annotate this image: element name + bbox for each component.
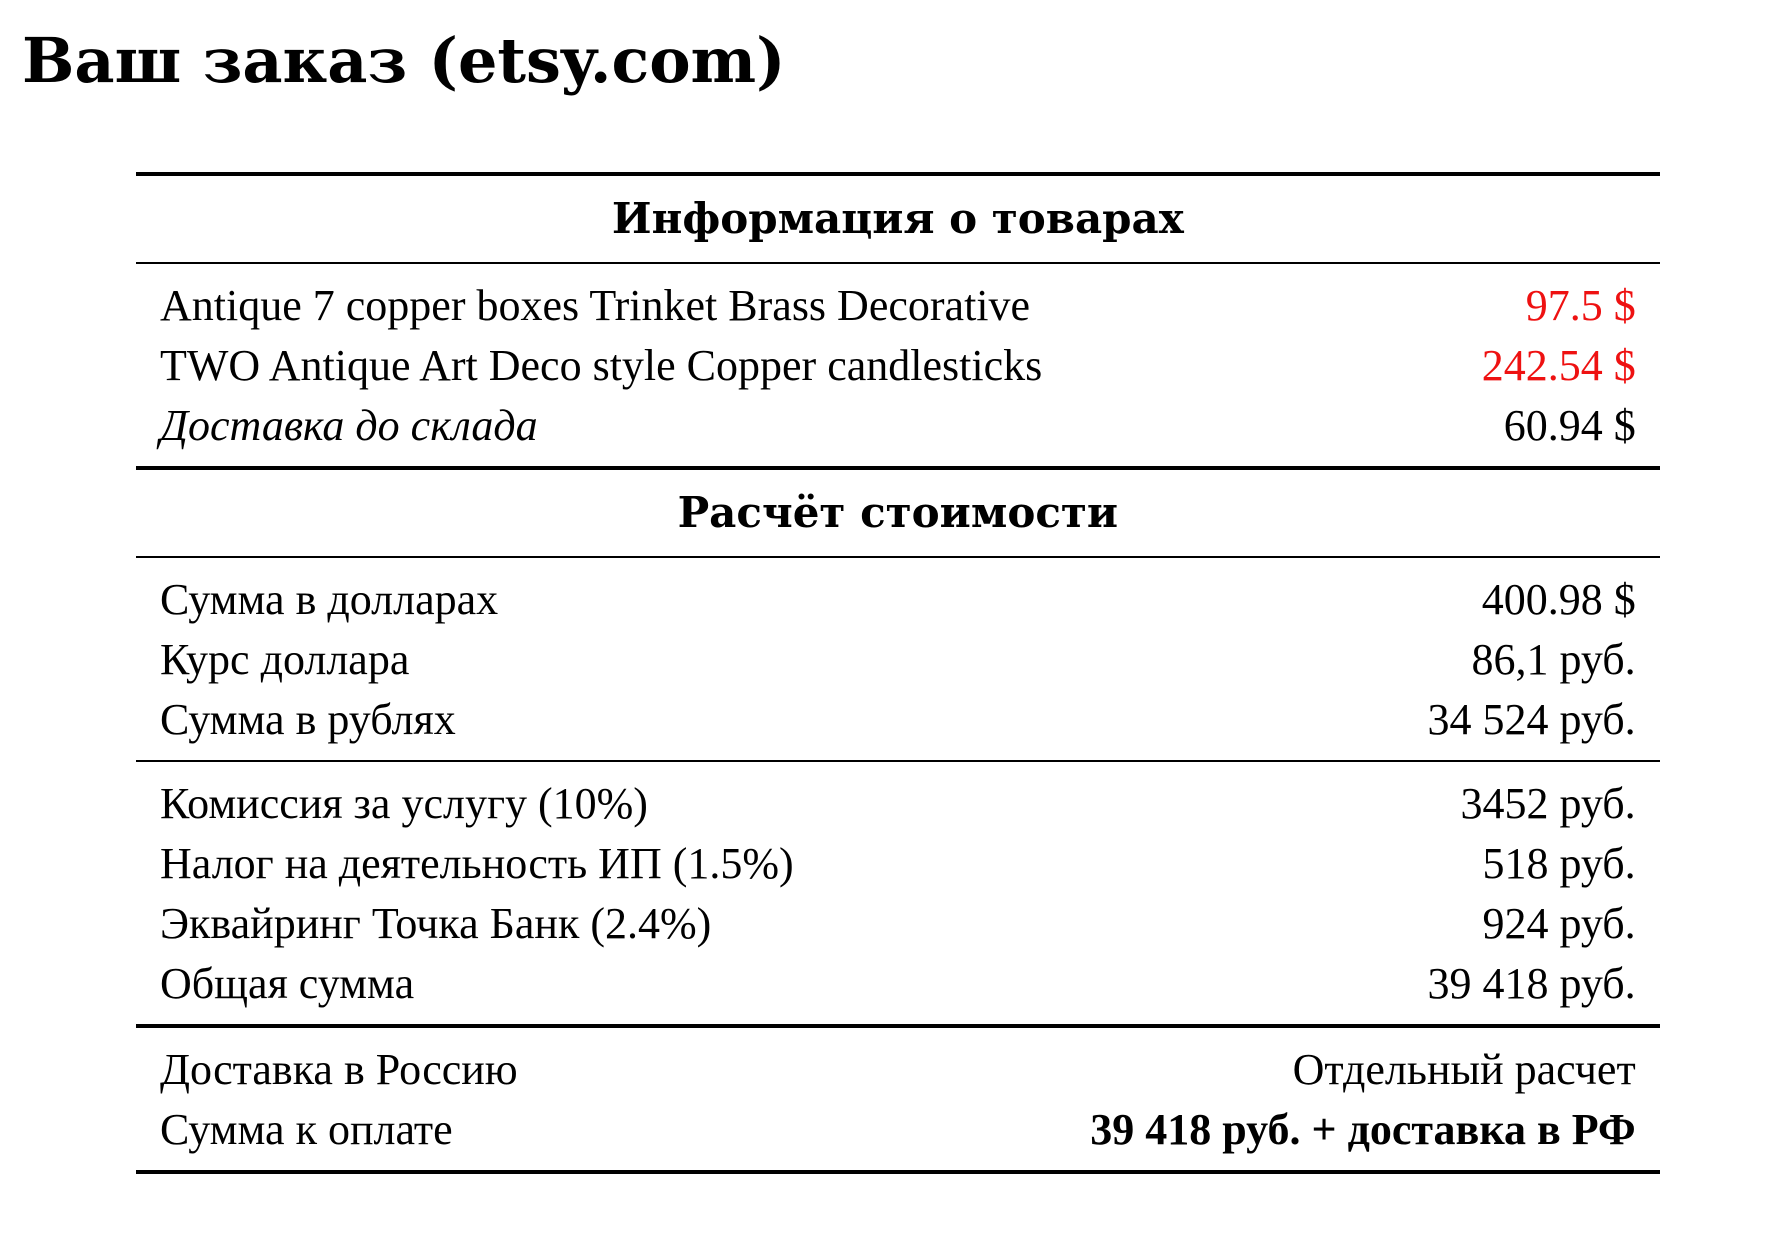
fee-row: Общая сумма 39 418 руб. <box>136 954 1660 1026</box>
usd-total-label: Сумма в долларах <box>160 575 499 624</box>
goods-item-price: 242.54 $ <box>1481 341 1636 390</box>
goods-section-heading: Информация о товарах <box>611 194 1184 243</box>
page-title: Ваш заказ (etsy.com) <box>22 24 786 97</box>
final-row: Сумма к оплате 39 418 руб. + доставка в … <box>136 1100 1660 1172</box>
cost-section-header-row: Расчёт стоимости <box>136 468 1660 557</box>
subtotal-value: 39 418 руб. <box>1427 959 1636 1008</box>
acquiring-label: Эквайринг Точка Банк (2.4%) <box>160 899 712 948</box>
rub-total-value: 34 524 руб. <box>1427 695 1636 744</box>
goods-item-name: Antique 7 copper boxes Trinket Brass Dec… <box>160 281 1031 330</box>
service-fee-label: Комиссия за услугу (10%) <box>160 779 648 828</box>
usd-total-value: 400.98 $ <box>1481 575 1636 624</box>
warehouse-shipping-label: Доставка до склада <box>160 401 538 450</box>
warehouse-shipping-value: 60.94 $ <box>1503 401 1636 450</box>
warehouse-shipping-row: Доставка до склада 60.94 $ <box>136 396 1660 468</box>
rub-total-label: Сумма в рублях <box>160 695 456 744</box>
acquiring-value: 924 руб. <box>1482 899 1636 948</box>
goods-item-name: TWO Antique Art Deco style Copper candle… <box>160 341 1043 390</box>
tax-label: Налог на деятельность ИП (1.5%) <box>160 839 794 888</box>
goods-item-row: Antique 7 copper boxes Trinket Brass Dec… <box>136 263 1660 336</box>
service-fee-value: 3452 руб. <box>1460 779 1636 828</box>
amount-due-value: 39 418 руб. + доставка в РФ <box>1090 1105 1636 1154</box>
amount-due-label: Сумма к оплате <box>160 1105 453 1154</box>
tax-value: 518 руб. <box>1482 839 1636 888</box>
order-summary-table: Информация о товарах Antique 7 copper bo… <box>136 172 1660 1174</box>
cost-section-heading: Расчёт стоимости <box>677 488 1119 537</box>
fee-row: Эквайринг Точка Банк (2.4%) 924 руб. <box>136 894 1660 954</box>
goods-item-price: 97.5 $ <box>1525 281 1636 330</box>
russia-shipping-value: Отдельный расчет <box>1292 1045 1636 1094</box>
goods-item-row: TWO Antique Art Deco style Copper candle… <box>136 336 1660 396</box>
exchange-rate-label: Курс доллара <box>160 635 410 684</box>
exchange-rate-value: 86,1 руб. <box>1471 635 1636 684</box>
final-row: Доставка в Россию Отдельный расчет <box>136 1026 1660 1100</box>
subtotal-label: Общая сумма <box>160 959 415 1008</box>
fee-row: Налог на деятельность ИП (1.5%) 518 руб. <box>136 834 1660 894</box>
goods-section-header-row: Информация о товарах <box>136 174 1660 263</box>
fee-row: Комиссия за услугу (10%) 3452 руб. <box>136 761 1660 834</box>
conversion-row: Сумма в долларах 400.98 $ <box>136 557 1660 630</box>
conversion-row: Курс доллара 86,1 руб. <box>136 630 1660 690</box>
russia-shipping-label: Доставка в Россию <box>160 1045 518 1094</box>
conversion-row: Сумма в рублях 34 524 руб. <box>136 690 1660 761</box>
